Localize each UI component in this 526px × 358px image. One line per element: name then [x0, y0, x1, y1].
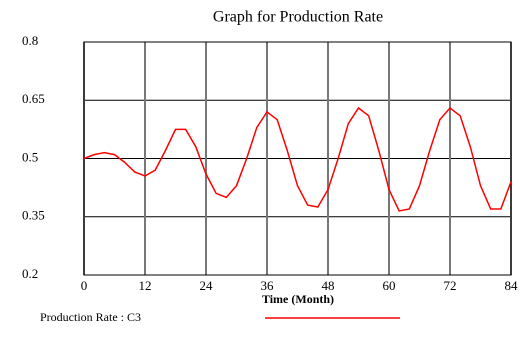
y-tick-label: 0.65 [22, 91, 45, 106]
data-line [83, 106, 512, 212]
x-tick-label: 48 [322, 278, 335, 293]
x-tick-label: 12 [139, 278, 152, 293]
y-tick-label: 0.35 [22, 208, 45, 223]
x-tick-label: 0 [81, 278, 88, 293]
y-tick-label: 0.5 [22, 149, 38, 164]
x-tick-label: 24 [200, 278, 214, 293]
x-tick-label: 84 [505, 278, 519, 293]
chart-title: Graph for Production Rate [213, 9, 383, 26]
x-axis-label: Time (Month) [262, 292, 334, 306]
legend-label: Production Rate : C3 [40, 310, 141, 324]
y-tick-label: 0.2 [22, 266, 38, 281]
x-tick-label: 36 [261, 278, 275, 293]
y-tick-label: 0.8 [22, 33, 38, 48]
x-tick-label: 72 [444, 278, 457, 293]
x-tick-label: 60 [383, 278, 396, 293]
